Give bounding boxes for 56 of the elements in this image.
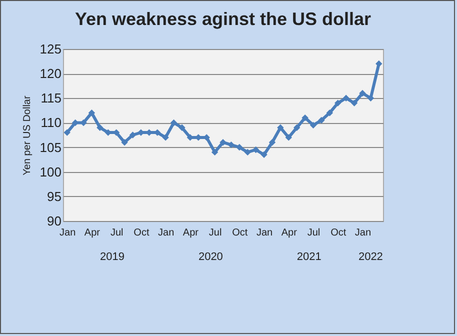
- point: [293, 124, 300, 131]
- y-tick-label: 120: [40, 66, 62, 82]
- point: [367, 94, 374, 102]
- x-tick-label: Jul: [307, 228, 320, 238]
- point: [302, 114, 308, 122]
- point: [121, 139, 128, 146]
- point: [376, 60, 382, 68]
- text: 2019: [100, 251, 124, 263]
- x-tick-label: Oct: [134, 228, 150, 238]
- x-tick-label: Apr: [281, 228, 298, 238]
- x-tick-label: Apr: [182, 228, 200, 238]
- point: [64, 129, 70, 136]
- x-tick-label: Jan: [354, 228, 372, 238]
- point: [178, 124, 186, 131]
- point: [359, 90, 366, 97]
- text: 2021: [296, 251, 322, 263]
- point: [88, 110, 96, 116]
- y-tick-label: 100: [40, 164, 62, 180]
- x-tick-label: Jan: [256, 228, 273, 238]
- y-tick-label: 90: [47, 214, 62, 228]
- y-tick-label: 95: [47, 188, 62, 204]
- text: 2022: [358, 251, 383, 263]
- point: [318, 116, 325, 124]
- point: [277, 124, 284, 131]
- point: [342, 94, 350, 102]
- point: [334, 100, 342, 106]
- y-tick-label: 110: [40, 115, 62, 130]
- point: [96, 124, 104, 131]
- y-tick-label: 125: [40, 42, 62, 56]
- chart-title: Yen weakness aginst the US dollar: [74, 9, 372, 29]
- point: [260, 151, 268, 158]
- point: [310, 122, 317, 129]
- x-tick-label: Jul: [208, 228, 222, 238]
- point: [268, 139, 276, 146]
- point: [162, 134, 169, 141]
- x-tick-label: Jul: [110, 228, 124, 238]
- x-tick-label: Oct: [330, 228, 346, 238]
- point: [244, 148, 251, 156]
- point: [211, 148, 218, 156]
- x-tick-label: Oct: [232, 228, 248, 238]
- point: [285, 134, 292, 141]
- y-tick-label: 115: [40, 90, 62, 106]
- point: [326, 110, 334, 116]
- x-tick-label: Jan: [60, 228, 76, 238]
- text: 2020: [198, 251, 223, 263]
- y-tick-label: 105: [40, 140, 62, 155]
- point: [236, 144, 243, 151]
- point: [220, 139, 226, 146]
- y-axis-title: Yen per US Dollar: [22, 95, 33, 176]
- point: [252, 146, 260, 154]
- point: [129, 132, 136, 138]
- x-tick-label: Jan: [158, 228, 174, 238]
- point: [350, 100, 358, 106]
- point: [228, 141, 235, 148]
- x-tick-label: Apr: [84, 228, 101, 238]
- point: [170, 119, 178, 126]
